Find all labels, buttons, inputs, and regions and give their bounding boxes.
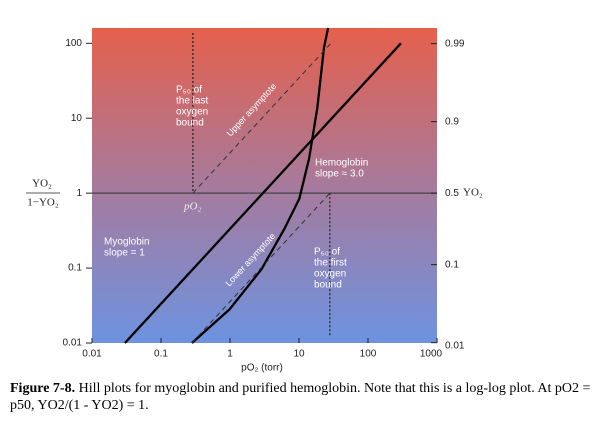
y-tick-label: 0.1 — [68, 263, 82, 274]
caption-text: Hill plots for myoglobin and purified he… — [10, 381, 591, 413]
annotation: slope = 1 — [104, 248, 145, 259]
caption-label: Figure 7-8. — [10, 381, 76, 396]
data-line — [124, 42, 402, 344]
x-tick-label: 1 — [227, 349, 233, 360]
annotation: oxygen — [314, 269, 346, 280]
x-tick-label: 10 — [293, 349, 305, 360]
annotation: pO₂ — [183, 201, 201, 213]
y-tick-label: 0.01 — [63, 338, 83, 349]
annotation: Hemoglobin — [315, 158, 368, 169]
y2-tick-label: 0.1 — [445, 259, 459, 270]
asymptote-line — [192, 42, 332, 194]
y-tick-label: 1 — [76, 188, 82, 199]
y-tick-label: 10 — [71, 113, 83, 124]
x-tick-label: 0.01 — [82, 349, 102, 360]
y2-tick-label: 0.01 — [445, 340, 465, 351]
annotation: P₅₀ of — [176, 85, 202, 96]
y-axis-label-numerator: YO₂ — [32, 178, 52, 190]
x-tick-label: 1000 — [420, 349, 443, 360]
x-axis-label: pO₂ (torr) — [241, 363, 283, 374]
annotation: oxygen — [176, 107, 208, 118]
plot-background — [92, 28, 437, 343]
y2-tick-label: 0.9 — [445, 116, 459, 127]
chart: 0.01 0.1 1 10 100 0.01 0.1 0.5 YO₂ 0.9 0.99 0.01 0.1… — [26, 27, 483, 374]
annotation: the first — [314, 258, 347, 269]
annotation: bound — [314, 280, 342, 291]
annotation: Myoglobin — [104, 237, 150, 248]
annotation: the last — [176, 96, 208, 107]
y2-tick-label: 0.5 — [445, 188, 459, 199]
annotation: bound — [176, 118, 204, 129]
annotation: slope ≈ 3.0 — [315, 169, 364, 180]
x-tick-label: 0.1 — [154, 349, 168, 360]
x-tick-label: 100 — [360, 349, 377, 360]
asymptote-line — [191, 192, 331, 344]
y-tick-label: 100 — [65, 38, 82, 49]
caption: Figure 7-8. Hill plots for myoglobin and… — [10, 380, 595, 414]
annotation: P₅₀ of — [314, 247, 340, 258]
y2-axis-label: YO₂ — [463, 187, 483, 199]
y-axis-label-denominator: 1−YO₂ — [27, 197, 59, 209]
y2-tick-label: 0.99 — [445, 38, 465, 49]
data-line — [191, 27, 330, 344]
